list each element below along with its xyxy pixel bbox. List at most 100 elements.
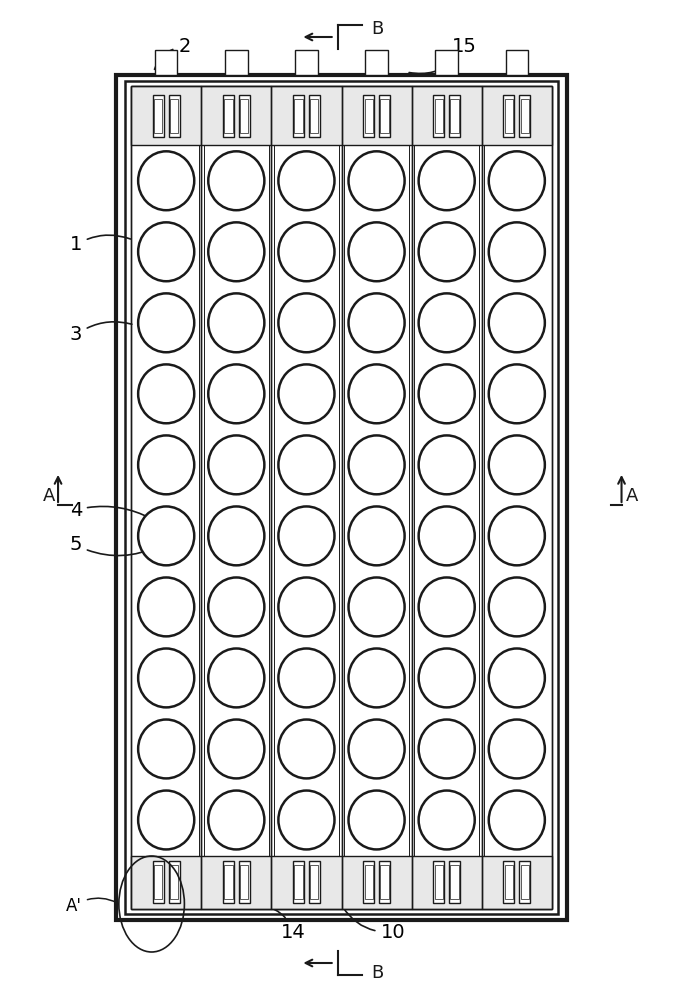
Bar [293, 861, 304, 903]
Ellipse shape [489, 435, 545, 494]
Ellipse shape [489, 506, 545, 565]
Bar [310, 99, 318, 133]
Ellipse shape [489, 151, 545, 210]
Bar [309, 861, 320, 903]
Bar [310, 865, 318, 899]
Ellipse shape [208, 293, 264, 352]
Bar [295, 50, 318, 75]
Ellipse shape [208, 151, 264, 210]
Text: 2: 2 [154, 37, 191, 69]
Text: 4: 4 [70, 500, 151, 520]
Bar [271, 86, 342, 909]
Bar [155, 50, 178, 75]
Bar [451, 865, 459, 899]
Text: B: B [371, 964, 383, 982]
Bar [131, 86, 552, 145]
Bar [153, 861, 164, 903]
Bar [201, 86, 271, 909]
Bar [363, 95, 374, 137]
Bar [365, 865, 373, 899]
Bar [503, 861, 514, 903]
Bar [520, 865, 529, 899]
Bar [451, 99, 459, 133]
Ellipse shape [208, 720, 264, 778]
Bar [294, 99, 303, 133]
Bar [379, 95, 390, 137]
Ellipse shape [489, 293, 545, 352]
Bar [363, 861, 374, 903]
Ellipse shape [138, 222, 194, 281]
Ellipse shape [348, 435, 404, 494]
Bar [131, 86, 201, 909]
Bar [240, 865, 249, 899]
Ellipse shape [348, 222, 404, 281]
Bar [505, 865, 513, 899]
Ellipse shape [279, 791, 335, 849]
Bar [169, 861, 180, 903]
Bar [240, 99, 249, 133]
Bar [520, 99, 529, 133]
Bar [449, 861, 460, 903]
Ellipse shape [208, 222, 264, 281]
Bar [170, 99, 178, 133]
Text: A: A [626, 487, 638, 505]
Ellipse shape [489, 648, 545, 707]
Bar [239, 861, 250, 903]
Ellipse shape [419, 791, 475, 849]
Text: 10: 10 [343, 907, 405, 942]
Ellipse shape [138, 791, 194, 849]
Bar [379, 861, 390, 903]
Ellipse shape [348, 151, 404, 210]
Bar [505, 99, 513, 133]
Bar [154, 99, 163, 133]
Text: A': A' [66, 897, 117, 915]
Bar [131, 86, 552, 909]
Bar [435, 865, 443, 899]
Ellipse shape [138, 577, 194, 636]
Bar [365, 50, 388, 75]
Bar [224, 865, 232, 899]
Ellipse shape [419, 364, 475, 423]
Ellipse shape [279, 364, 335, 423]
Ellipse shape [489, 222, 545, 281]
Ellipse shape [279, 222, 335, 281]
Bar [293, 95, 304, 137]
Bar [412, 86, 482, 909]
Bar [436, 50, 458, 75]
Bar [482, 86, 552, 909]
Ellipse shape [279, 293, 335, 352]
Bar [153, 95, 164, 137]
Ellipse shape [489, 577, 545, 636]
Text: A: A [43, 487, 55, 505]
Bar [519, 861, 530, 903]
Ellipse shape [419, 151, 475, 210]
Ellipse shape [489, 720, 545, 778]
Text: B: B [371, 20, 383, 38]
Bar [224, 99, 232, 133]
Ellipse shape [208, 791, 264, 849]
Ellipse shape [348, 293, 404, 352]
Ellipse shape [419, 506, 475, 565]
Bar [239, 95, 250, 137]
Ellipse shape [138, 435, 194, 494]
Bar [342, 86, 412, 909]
Bar [434, 95, 445, 137]
Ellipse shape [489, 364, 545, 423]
Text: 15: 15 [409, 37, 477, 74]
Bar [116, 75, 567, 920]
Ellipse shape [279, 506, 335, 565]
Ellipse shape [348, 648, 404, 707]
Bar [223, 861, 234, 903]
Ellipse shape [348, 791, 404, 849]
Bar [309, 95, 320, 137]
Ellipse shape [348, 720, 404, 778]
Bar [380, 865, 389, 899]
Ellipse shape [138, 293, 194, 352]
Text: 3: 3 [70, 322, 132, 344]
Ellipse shape [208, 435, 264, 494]
Ellipse shape [348, 577, 404, 636]
Ellipse shape [348, 506, 404, 565]
Bar [505, 50, 528, 75]
Ellipse shape [208, 364, 264, 423]
Ellipse shape [348, 364, 404, 423]
